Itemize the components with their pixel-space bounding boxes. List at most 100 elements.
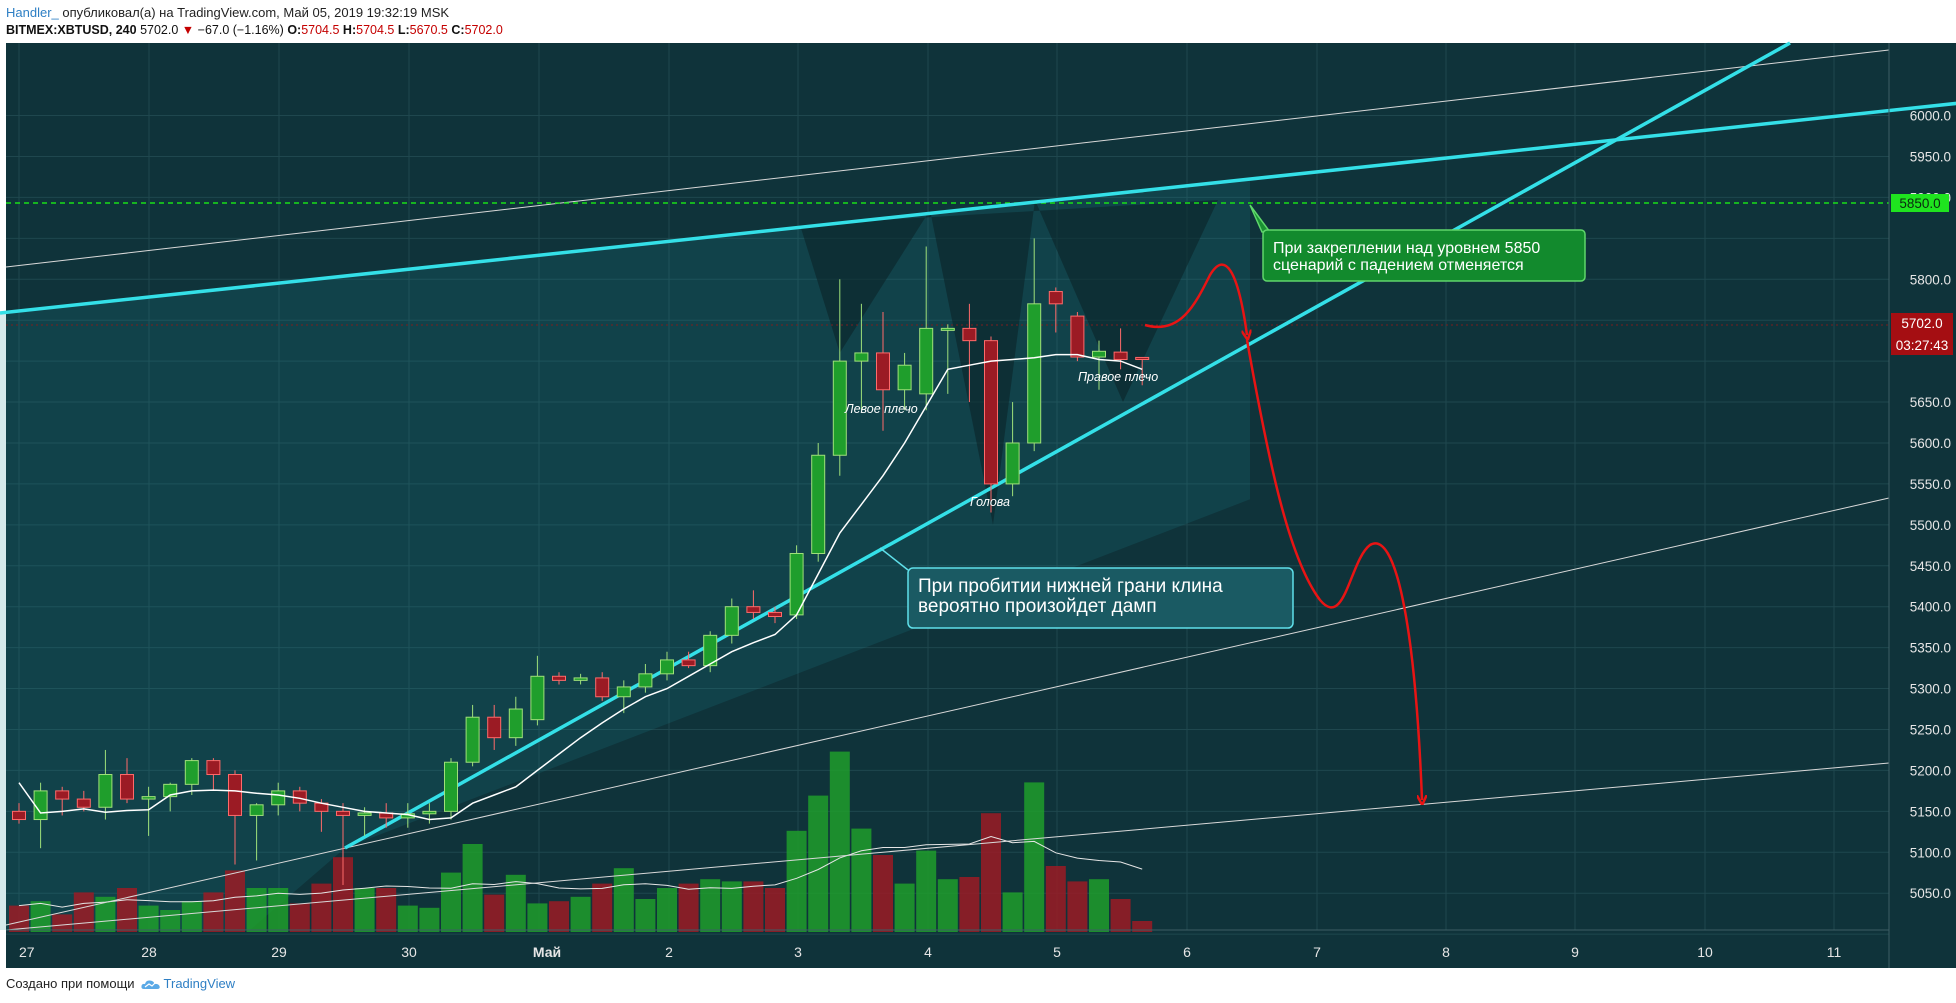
volume-bar: [721, 881, 742, 932]
time-axis-background: [6, 930, 1956, 968]
candle-body: [854, 352, 869, 362]
candle-body: [940, 327, 955, 331]
volume-bar: [527, 903, 548, 932]
candle-body: [962, 327, 977, 342]
price-tick-label: 5800.0: [1910, 272, 1951, 287]
candle-body: [228, 774, 242, 816]
volume-bar: [786, 830, 807, 932]
candle-body: [660, 659, 674, 675]
outer-channel-lower: [5, 762, 1890, 931]
volume-bar: [1132, 921, 1153, 932]
wedge-lower-line: [344, 41, 1791, 850]
candle-body: [422, 810, 437, 815]
candle-body: [876, 352, 890, 391]
candle-body: [681, 659, 696, 667]
last-value: 5702.0: [140, 23, 179, 37]
price-tick-label: 5200.0: [1910, 763, 1951, 778]
price-tick-label: 5300.0: [1910, 682, 1951, 697]
volume-bar: [333, 857, 353, 932]
price-tick-label: 5500.0: [1910, 518, 1951, 533]
candle-body: [616, 686, 631, 698]
volume-bar: [549, 901, 569, 932]
time-tick-label: 30: [401, 944, 417, 960]
callout-breakdown-box: [907, 567, 1294, 629]
candle-body: [897, 364, 912, 391]
candle-body: [12, 810, 26, 821]
volume-bar: [1089, 879, 1109, 932]
volume-bar: [160, 910, 181, 932]
price-ma-line: [18, 353, 1143, 821]
change-value: −67.0 (−1.16%): [197, 23, 284, 37]
time-tick-label: 11: [1827, 944, 1842, 960]
time-tick-label: 5: [1053, 944, 1061, 960]
volume-bar: [397, 905, 418, 932]
annotations: Левое плечо Голова Правое плечо При пробити…: [844, 204, 1586, 629]
time-tick-label: 4: [924, 944, 932, 960]
candle-body: [811, 454, 826, 554]
time-tick-label: Май: [533, 944, 561, 960]
candle-body: [573, 677, 588, 681]
price-tick-label: 6000.0: [1910, 109, 1951, 124]
volume-bar: [613, 868, 634, 932]
close-label: C:: [451, 23, 465, 37]
volume-bar: [117, 888, 137, 932]
volume-bar: [700, 879, 721, 932]
candle-body: [1092, 350, 1106, 358]
volume-bar: [73, 892, 94, 932]
candle-body: [249, 804, 264, 816]
callout-5850-text: При закреплении над уровнем 5850: [1273, 240, 1540, 257]
volume-bar: [851, 828, 872, 932]
volume-bar: [981, 813, 1001, 932]
volume-bar: [829, 751, 850, 932]
price-tick-label: 5100.0: [1910, 845, 1951, 860]
volume-bar: [30, 901, 51, 932]
volume-bar: [505, 874, 526, 932]
open-value: 5704.5: [301, 23, 340, 37]
outer-channel-upper: [5, 49, 1890, 268]
head-shoulders-zone: [800, 200, 1218, 525]
candle-body: [33, 790, 48, 821]
volume-bar: [937, 879, 958, 932]
price-axis[interactable]: 5050.0 5100.0 5150.0 5200.0 5250.0 5300.0 5350…: [1891, 109, 1953, 902]
candle-body: [595, 677, 610, 698]
time-tick-label: 8: [1442, 944, 1450, 960]
candle-body: [444, 761, 458, 812]
price-tick-label: 5450.0: [1910, 559, 1951, 574]
open-label: O:: [287, 23, 302, 37]
candle-body: [768, 611, 782, 618]
symbol-legend: BITMEX:XBTUSD, 240 5702.0 ▼ −67.0 (−1.16…: [6, 21, 503, 39]
price-tick-label: 5150.0: [1910, 804, 1951, 819]
time-tick-label: 29: [271, 944, 287, 960]
low-label: L:: [397, 23, 410, 37]
candle-body: [530, 675, 545, 721]
tradingview-brand: TradingView: [163, 976, 236, 991]
candle-body: [98, 774, 113, 808]
chart-header: Handler_ опубликовал(а) на TradingView.c…: [6, 4, 449, 22]
outer-channel-middle: [5, 497, 1890, 926]
candle-body: [1135, 356, 1150, 360]
volume-bar: [743, 881, 764, 932]
scenario-path: [1144, 263, 1422, 800]
volume-bar: [52, 914, 73, 932]
level-price-tag: [1891, 194, 1949, 212]
candle-body: [724, 606, 739, 636]
volume-bar: [181, 901, 202, 932]
volume-bar: [808, 795, 829, 932]
tradingview-link[interactable]: TradingView: [140, 976, 236, 991]
low-value: 5670.5: [409, 23, 448, 37]
volume-bar: [95, 896, 116, 932]
time-axis[interactable]: 27 28 29 30 Май 2 3 4 5 6 7 8 9 10 11: [19, 944, 1841, 960]
symbol-label[interactable]: BITMEX:XBTUSD, 240: [6, 23, 137, 37]
candle-body: [746, 606, 761, 613]
volume-bar: [225, 870, 245, 932]
callout-5850-text: сценарий с падением отменяется: [1273, 257, 1524, 274]
author-link[interactable]: Handler_: [6, 5, 59, 20]
price-tick-label: 5600.0: [1910, 436, 1951, 451]
label-head: Голова: [970, 495, 1010, 509]
candle-body: [1070, 315, 1085, 358]
pattern-zones: [0, 180, 1250, 930]
time-tick-label: 3: [794, 944, 802, 960]
time-tick-label: 7: [1313, 944, 1321, 960]
volume-bar: [916, 850, 937, 932]
